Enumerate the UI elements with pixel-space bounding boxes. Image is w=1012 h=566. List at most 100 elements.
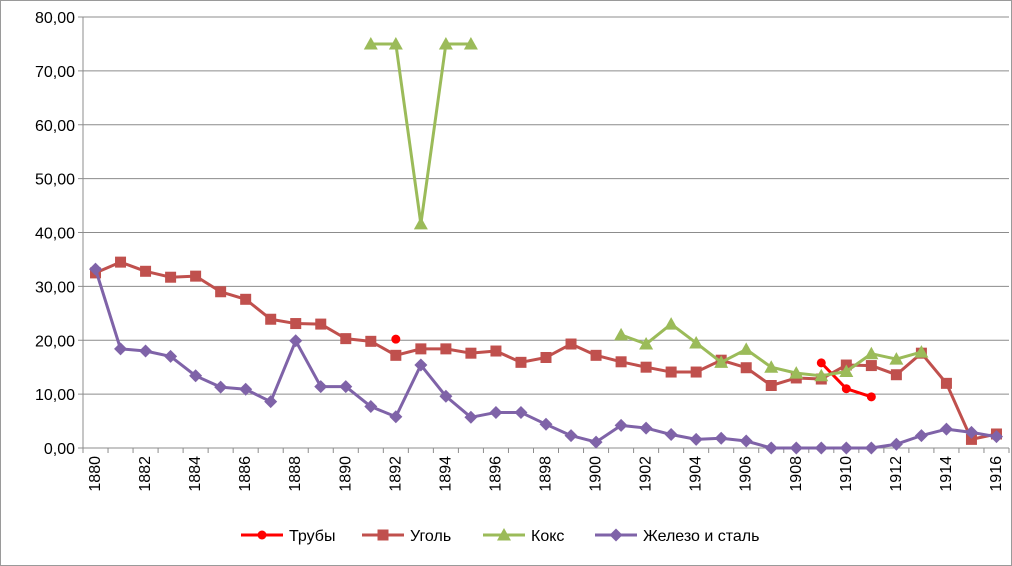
data-point — [789, 441, 803, 455]
data-point — [114, 342, 128, 356]
x-tick-label: 1916 — [988, 456, 1005, 492]
data-point — [315, 318, 327, 330]
data-point — [215, 286, 227, 298]
data-point — [515, 356, 527, 368]
legend-item-3: Кокс — [483, 528, 564, 545]
data-point — [914, 345, 929, 358]
data-point — [463, 36, 478, 50]
data-point — [257, 530, 267, 540]
data-point — [390, 349, 402, 361]
data-point — [165, 271, 177, 283]
axes: 0,00 10,00 20,00 30,00 40,00 50,00 60,00 70,00 8… — [35, 10, 1010, 492]
data-point — [865, 360, 877, 372]
data-point — [739, 434, 753, 448]
data-point — [765, 380, 777, 392]
data-point — [314, 380, 328, 394]
data-point — [389, 410, 403, 424]
data-point — [789, 366, 804, 379]
data-point — [115, 256, 127, 268]
x-tick-label: 1894 — [437, 456, 454, 492]
x-tick-label: 1908 — [788, 456, 805, 492]
data-point — [464, 410, 478, 424]
gridlines — [83, 16, 1009, 395]
data-point — [565, 338, 577, 350]
x-tick-label: 1914 — [938, 456, 955, 492]
data-point — [413, 216, 428, 230]
data-point — [714, 431, 728, 445]
data-point — [465, 347, 477, 359]
legend-item-4: Железо и сталь — [595, 528, 759, 545]
data-point — [639, 337, 654, 350]
data-point — [377, 529, 389, 541]
series-layer — [89, 36, 1003, 455]
data-point — [764, 441, 778, 455]
data-point — [514, 405, 528, 419]
y-tick-label: 40,00 — [35, 226, 75, 243]
y-tick-label: 80,00 — [35, 10, 75, 27]
data-point — [190, 270, 202, 282]
y-tick-label: 10,00 — [35, 387, 75, 404]
data-point — [391, 334, 401, 344]
x-tick-label: 1896 — [487, 456, 504, 492]
data-point — [164, 349, 178, 363]
data-point — [864, 441, 878, 455]
data-point — [290, 318, 302, 330]
data-point — [340, 333, 352, 345]
y-tick-label: 70,00 — [35, 64, 75, 81]
data-point — [439, 389, 453, 403]
y-tick-label: 60,00 — [35, 118, 75, 135]
data-point — [640, 361, 652, 373]
legend-item-2: Уголь — [362, 528, 451, 545]
data-point — [841, 384, 851, 394]
data-point — [364, 400, 378, 414]
data-point — [690, 366, 702, 378]
x-tick-label: 1902 — [638, 456, 655, 492]
data-point — [140, 265, 152, 277]
x-tick-label: 1886 — [237, 456, 254, 492]
data-point — [890, 369, 902, 381]
legend: Трубы Уголь Кокс Железо и сталь — [241, 528, 759, 545]
x-tick-label: 1900 — [588, 456, 605, 492]
data-point — [363, 36, 378, 50]
series-line — [94, 260, 997, 441]
data-point — [814, 368, 829, 382]
data-point — [889, 437, 903, 451]
data-point — [489, 405, 503, 419]
data-point — [989, 430, 1003, 444]
legend-label: Кокс — [531, 528, 564, 545]
x-tick-label: 1880 — [87, 456, 104, 492]
y-tick-label: 0,00 — [44, 441, 75, 458]
data-point — [889, 352, 904, 365]
series-3 — [363, 36, 929, 382]
legend-item-1: Трубы — [241, 528, 335, 545]
data-point — [689, 335, 704, 349]
data-point — [939, 422, 953, 436]
data-point — [614, 327, 629, 341]
data-point — [239, 382, 253, 396]
series-2 — [90, 256, 1002, 445]
data-point — [866, 392, 876, 402]
data-point — [664, 317, 679, 330]
data-point — [664, 428, 678, 442]
data-point — [614, 418, 628, 432]
series-4 — [89, 262, 1003, 455]
x-tick-label: 1882 — [137, 456, 154, 492]
data-point — [590, 349, 602, 361]
x-tick-label: 1906 — [738, 456, 755, 492]
data-point — [497, 528, 511, 541]
x-tick-label: 1898 — [538, 456, 555, 492]
data-point — [539, 417, 553, 431]
data-point — [615, 356, 627, 368]
x-tick-label: 1904 — [688, 456, 705, 492]
data-point — [89, 262, 103, 276]
data-point — [740, 362, 752, 374]
data-point — [414, 358, 428, 372]
series-1 — [391, 334, 876, 402]
data-point — [914, 429, 928, 443]
data-point — [864, 346, 879, 360]
data-point — [589, 435, 603, 449]
data-point — [964, 425, 978, 439]
data-point — [289, 334, 303, 348]
